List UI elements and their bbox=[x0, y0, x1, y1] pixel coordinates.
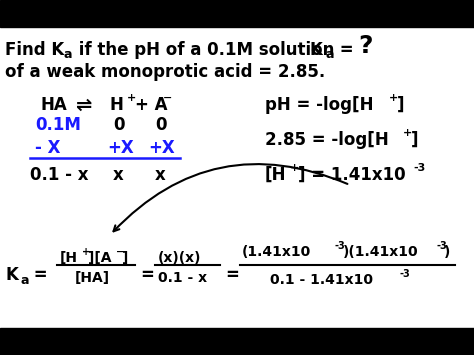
Text: ⇌: ⇌ bbox=[75, 95, 91, 115]
Text: =: = bbox=[28, 266, 47, 284]
Text: (1.41x10: (1.41x10 bbox=[242, 245, 311, 259]
Text: -3: -3 bbox=[400, 269, 411, 279]
Text: −: − bbox=[163, 93, 173, 103]
Text: a: a bbox=[326, 49, 335, 61]
Text: +X: +X bbox=[148, 139, 175, 157]
Text: [H: [H bbox=[60, 251, 78, 265]
Text: HA: HA bbox=[40, 96, 67, 114]
Text: +X: +X bbox=[107, 139, 134, 157]
Text: H: H bbox=[110, 96, 124, 114]
Text: =: = bbox=[225, 266, 239, 284]
Text: - X: - X bbox=[35, 139, 61, 157]
Text: + A: + A bbox=[135, 96, 167, 114]
Text: 0: 0 bbox=[113, 116, 125, 134]
Bar bbox=[0, 328, 474, 355]
Text: -3: -3 bbox=[437, 241, 448, 251]
Text: a: a bbox=[20, 274, 28, 288]
Text: Find K: Find K bbox=[5, 41, 64, 59]
Text: =: = bbox=[334, 41, 359, 59]
Text: +: + bbox=[290, 163, 299, 173]
Text: 0.1 - 1.41x10: 0.1 - 1.41x10 bbox=[270, 273, 373, 287]
Text: 0.1M: 0.1M bbox=[35, 116, 81, 134]
Text: =: = bbox=[140, 266, 154, 284]
Text: ]: ] bbox=[397, 96, 404, 114]
Text: ): ) bbox=[444, 245, 450, 259]
Bar bbox=[0, 0, 474, 27]
Text: 0.1 - x: 0.1 - x bbox=[30, 166, 89, 184]
Text: 0: 0 bbox=[155, 116, 166, 134]
Text: ?: ? bbox=[358, 34, 373, 58]
Text: [HA]: [HA] bbox=[75, 271, 110, 285]
Text: )(1.41x10: )(1.41x10 bbox=[343, 245, 419, 259]
Text: 0.1 - x: 0.1 - x bbox=[158, 271, 207, 285]
Text: x: x bbox=[155, 166, 166, 184]
Text: ]: ] bbox=[122, 251, 128, 265]
Text: -3: -3 bbox=[335, 241, 346, 251]
Text: a: a bbox=[64, 49, 73, 61]
Text: 2.85 = -log[H: 2.85 = -log[H bbox=[265, 131, 389, 149]
Text: K: K bbox=[5, 266, 18, 284]
Text: +: + bbox=[127, 93, 136, 103]
Text: ] = 1.41x10: ] = 1.41x10 bbox=[298, 166, 406, 184]
Text: ][A: ][A bbox=[88, 251, 111, 265]
Text: +: + bbox=[82, 247, 90, 257]
Text: if the pH of a 0.1M solution: if the pH of a 0.1M solution bbox=[73, 41, 334, 59]
Text: K: K bbox=[310, 41, 323, 59]
Text: +: + bbox=[389, 93, 398, 103]
Text: x: x bbox=[113, 166, 124, 184]
FancyArrowPatch shape bbox=[113, 164, 347, 231]
Text: (x)(x): (x)(x) bbox=[158, 251, 201, 265]
Text: of a weak monoprotic acid = 2.85.: of a weak monoprotic acid = 2.85. bbox=[5, 63, 325, 81]
Text: pH = -log[H: pH = -log[H bbox=[265, 96, 374, 114]
Text: -3: -3 bbox=[413, 163, 425, 173]
Text: [H: [H bbox=[265, 166, 286, 184]
Text: +: + bbox=[403, 128, 412, 138]
Text: ]: ] bbox=[411, 131, 419, 149]
Text: −: − bbox=[116, 247, 124, 257]
